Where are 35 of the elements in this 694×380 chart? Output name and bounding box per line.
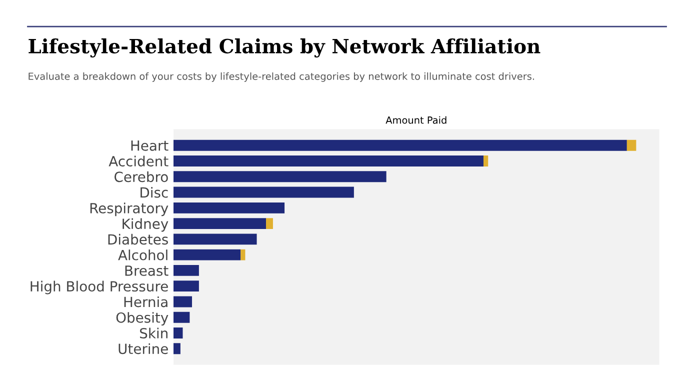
y-tick-label: Diabetes [108, 234, 168, 245]
y-tick-label: Accident [108, 156, 168, 166]
y-tick-label: Hernia [124, 296, 168, 308]
bar [483, 156, 488, 166]
y-tick-label: Disc [140, 187, 168, 198]
y-tick-label: Breast [125, 266, 168, 276]
bar [174, 280, 199, 292]
bar [174, 202, 285, 214]
y-tick-label: Uterine [118, 343, 168, 354]
bar [174, 156, 484, 166]
y-tick-label: Respiratory [90, 202, 168, 216]
bar [174, 296, 192, 308]
y-tick-label: Skin [140, 328, 168, 338]
bar [174, 140, 627, 151]
chart-title: Lifestyle-Related Claims by Network Affiliation [28, 38, 540, 58]
x-axis-title: Amount Paid [386, 116, 446, 124]
y-tick-label: Alcohol [118, 250, 168, 260]
bar [626, 140, 636, 151]
bar [174, 234, 257, 245]
bar [174, 312, 190, 323]
y-tick-label: High Blood Pressure [30, 280, 168, 294]
bar [174, 264, 199, 276]
bar [174, 249, 241, 260]
bar [174, 186, 354, 198]
y-tick-label: Heart [131, 140, 168, 151]
bar [266, 218, 273, 230]
bar [174, 343, 180, 354]
bar [174, 328, 183, 338]
chart-subtitle: Evaluate a breakdown of your costs by lifestyle-related categories by network to illuminate cost drivers. [28, 72, 534, 82]
y-tick-label: Kidney [122, 218, 168, 232]
bar [174, 218, 266, 230]
y-tick-label: Cerebro [114, 171, 168, 182]
bar [174, 171, 386, 182]
y-tick-label: Obesity [116, 312, 168, 326]
bar [240, 249, 246, 260]
